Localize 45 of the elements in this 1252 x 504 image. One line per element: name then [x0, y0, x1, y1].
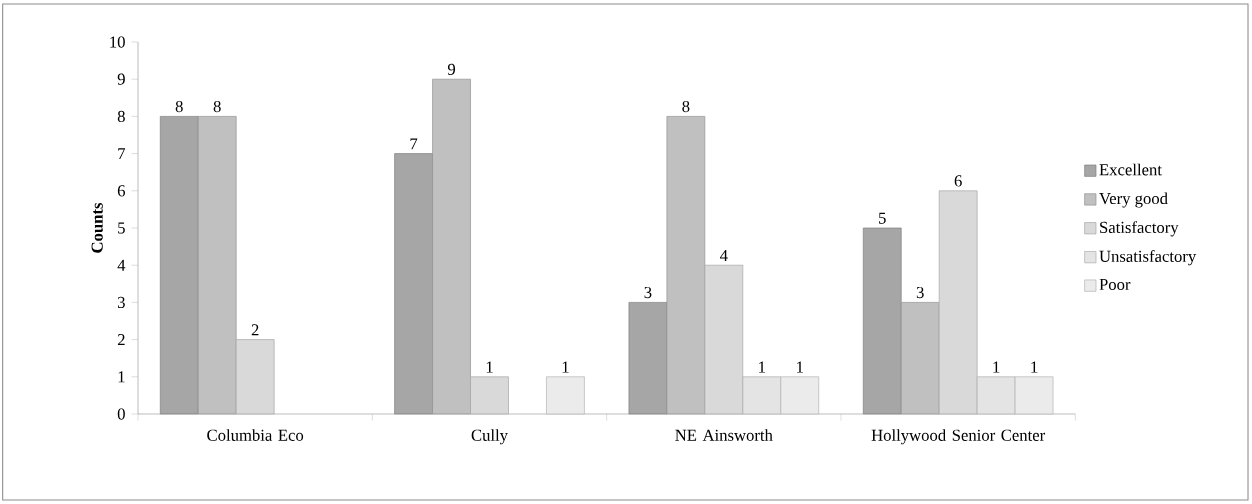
legend-label: Excellent [1099, 163, 1162, 176]
y-tick-label: 7 [118, 148, 126, 160]
y-tick-label: 2 [117, 334, 125, 346]
legend-label: Very good [1099, 192, 1168, 208]
data-label: 4 [720, 249, 728, 261]
data-label: 1 [993, 361, 1000, 373]
data-label: 9 [447, 63, 456, 75]
y-axis-title: Counts [91, 202, 103, 253]
y-tick-label: 9 [117, 73, 125, 85]
data-label: 7 [410, 138, 418, 150]
y-tick-label: 0 [117, 408, 125, 420]
data-label: 3 [644, 286, 652, 299]
data-label: 3 [916, 286, 924, 299]
y-tick-label: 8 [117, 110, 125, 123]
y-tick-label: 3 [117, 296, 125, 308]
bar [470, 376, 509, 415]
bar [432, 78, 471, 415]
y-tick-label: 6 [117, 185, 126, 197]
data-label: 1 [1031, 361, 1038, 373]
data-label: 1 [486, 361, 493, 373]
data-label: 1 [797, 361, 803, 373]
data-label: 8 [175, 100, 183, 113]
bar [197, 116, 237, 415]
bar [900, 302, 940, 415]
x-tick-label: Hollywood Senior Center [871, 429, 1046, 445]
data-label: 2 [251, 324, 259, 336]
y-tick-label: 1 [118, 371, 125, 383]
legend-label: Satisfactory [1100, 221, 1179, 237]
data-label: 1 [562, 361, 569, 373]
legend-label: Poor [1099, 278, 1131, 290]
bar [666, 116, 706, 415]
x-tick-label: Cully [471, 429, 508, 445]
data-label: 8 [213, 100, 221, 113]
data-label: 5 [879, 212, 886, 224]
bar [235, 339, 275, 415]
x-tick-label: Columbia Eco [207, 429, 304, 441]
y-tick-label: 4 [117, 259, 126, 271]
y-tick-label: 5 [118, 222, 125, 234]
legend-label: Unsatisfactory [1099, 250, 1197, 266]
x-tick-label: NE Ainsworth [675, 429, 773, 441]
bar [546, 376, 585, 415]
y-tick-label: 10 [110, 36, 125, 48]
data-label: 8 [682, 100, 690, 113]
data-label: 1 [759, 361, 765, 373]
data-label: 6 [954, 175, 962, 187]
